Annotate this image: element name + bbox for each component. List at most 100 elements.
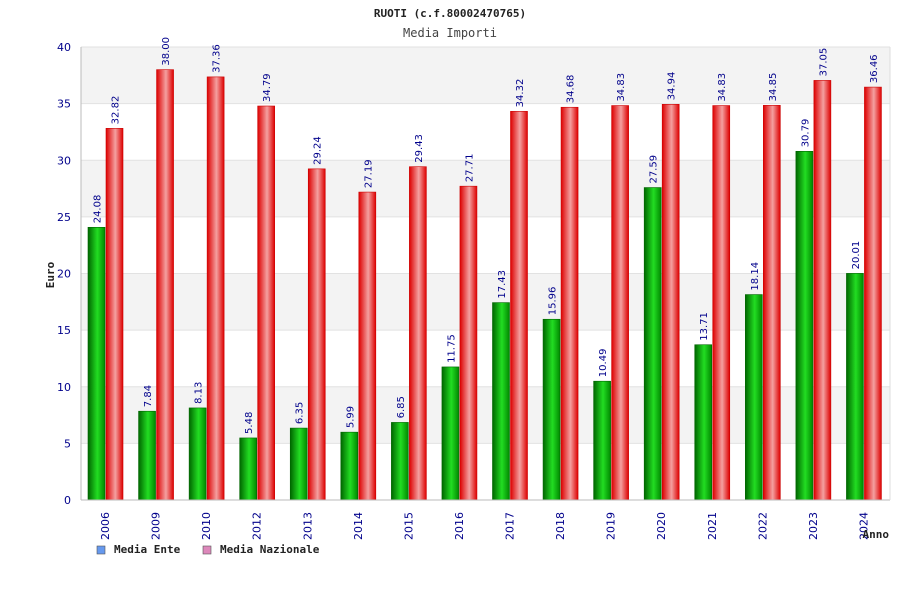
bar-media-ente — [138, 410, 156, 501]
bar-media-ente — [289, 427, 308, 501]
data-labels: 24.08 32.82 7.84 38.00 8.13 37.36 5.48 34.79 6.3… — [93, 37, 880, 434]
y-tick-label: 5 — [64, 437, 71, 450]
y-tick-label: 20 — [57, 268, 71, 281]
data-label-media-nazionale: 34.68 — [566, 75, 577, 104]
data-label-media-ente: 27.59 — [649, 155, 660, 184]
x-tick-label: 2021 — [706, 512, 719, 540]
bar-media-nazionale — [712, 105, 731, 501]
bars — [87, 69, 882, 501]
x-tick-label: 2006 — [99, 512, 112, 540]
data-label-media-nazionale: 29.24 — [313, 136, 324, 165]
data-label-media-ente: 18.14 — [750, 262, 761, 291]
data-label-media-nazionale: 34.79 — [262, 73, 273, 102]
bar-media-nazionale — [813, 80, 832, 501]
data-label-media-ente: 5.48 — [244, 412, 255, 434]
data-label-media-ente: 11.75 — [446, 334, 457, 363]
data-label-media-ente: 24.08 — [93, 195, 104, 224]
bar-media-ente — [391, 422, 409, 501]
data-label-media-nazionale: 32.82 — [111, 96, 122, 125]
x-tick-label: 2024 — [857, 512, 870, 540]
data-label-media-nazionale: 34.85 — [768, 73, 779, 102]
x-tick-label: 2009 — [150, 512, 163, 540]
data-label-media-ente: 6.85 — [396, 396, 407, 418]
bar-media-nazionale — [105, 128, 124, 501]
bar-media-nazionale — [206, 76, 225, 501]
bar-media-nazionale — [510, 111, 528, 501]
data-label-media-ente: 5.99 — [345, 406, 356, 428]
y-tick-label: 0 — [64, 494, 71, 507]
data-label-media-nazionale: 27.71 — [464, 154, 475, 183]
data-label-media-nazionale: 37.36 — [212, 44, 223, 73]
bar-media-nazionale — [257, 105, 275, 501]
data-label-media-ente: 6.35 — [295, 402, 306, 424]
bar-media-ente — [87, 226, 106, 501]
bar-media-ente — [795, 151, 814, 501]
y-tick-labels: 0 5 10 15 20 25 30 35 40 — [57, 41, 71, 507]
legend-label: Media Nazionale — [220, 543, 320, 556]
data-label-media-ente: 17.43 — [497, 270, 508, 299]
data-label-media-ente: 13.71 — [699, 312, 710, 341]
legend-label: Media Ente — [114, 543, 181, 556]
bar-media-ente — [492, 302, 510, 501]
x-axis-label: Anno — [863, 528, 890, 541]
x-tick-label: 2019 — [605, 512, 618, 540]
x-tick-label: 2022 — [756, 512, 769, 540]
data-label-media-nazionale: 34.32 — [515, 79, 526, 108]
data-label-media-ente: 10.49 — [598, 349, 609, 378]
data-label-media-nazionale: 34.94 — [667, 72, 678, 101]
chart-subtitle: Media Importi — [403, 26, 497, 40]
data-label-media-nazionale: 37.05 — [818, 48, 829, 77]
x-tick-label: 2023 — [807, 512, 820, 540]
bar-media-nazionale — [307, 168, 326, 501]
axes — [80, 47, 891, 501]
x-tick-label: 2013 — [301, 512, 314, 540]
y-tick-label: 40 — [57, 41, 71, 54]
y-tick-label: 30 — [57, 154, 71, 167]
x-tick-label: 2018 — [554, 512, 567, 540]
bar-media-nazionale — [763, 105, 781, 501]
y-tick-label: 35 — [57, 98, 71, 111]
y-tick-label: 15 — [57, 324, 71, 337]
bar-media-ente — [593, 380, 611, 501]
bar-media-nazionale — [864, 86, 882, 501]
x-tick-label: 2016 — [453, 512, 466, 540]
x-tick-labels: 2006 2009 2010 2012 2013 2014 2015 2016 2017 2018… — [99, 512, 870, 540]
data-label-media-ente: 30.79 — [800, 119, 811, 148]
legend: Media Ente Media Nazionale — [96, 543, 320, 556]
bar-media-nazionale — [156, 69, 174, 501]
data-label-media-ente: 20.01 — [851, 241, 862, 270]
bar-media-nazionale — [661, 104, 680, 501]
data-label-media-nazionale: 27.19 — [363, 159, 374, 188]
y-tick-label: 10 — [57, 381, 71, 394]
bar-media-nazionale — [611, 105, 629, 501]
data-label-media-ente: 15.96 — [548, 287, 559, 316]
bar-media-ente — [188, 407, 207, 501]
y-axis-label: Euro — [44, 261, 57, 288]
bar-media-ente — [542, 318, 561, 501]
x-tick-label: 2010 — [200, 512, 213, 540]
bar-media-ente — [239, 437, 257, 501]
bar-media-ente — [846, 273, 864, 501]
x-tick-label: 2014 — [352, 512, 365, 540]
data-label-media-nazionale: 36.46 — [869, 54, 880, 83]
data-label-media-ente: 7.84 — [143, 385, 154, 407]
chart-title: RUOTI (c.f.80002470765) — [374, 7, 526, 20]
legend-swatch — [202, 545, 212, 555]
bar-media-ente — [694, 344, 713, 501]
x-tick-label: 2020 — [655, 512, 668, 540]
bar-media-nazionale — [459, 185, 478, 501]
x-tick-label: 2012 — [251, 512, 264, 540]
y-tick-label: 25 — [57, 211, 71, 224]
x-tick-label: 2015 — [402, 512, 415, 540]
bar-media-ente — [643, 187, 662, 501]
legend-swatch — [96, 545, 106, 555]
data-label-media-nazionale: 34.83 — [717, 73, 728, 102]
x-tick-label: 2017 — [504, 512, 517, 540]
bar-media-ente — [441, 366, 460, 501]
data-label-media-ente: 8.13 — [194, 382, 205, 404]
bar-media-ente — [745, 294, 763, 501]
bar-media-ente — [340, 431, 359, 501]
data-label-media-nazionale: 34.83 — [616, 73, 627, 102]
bar-media-nazionale — [560, 106, 579, 501]
